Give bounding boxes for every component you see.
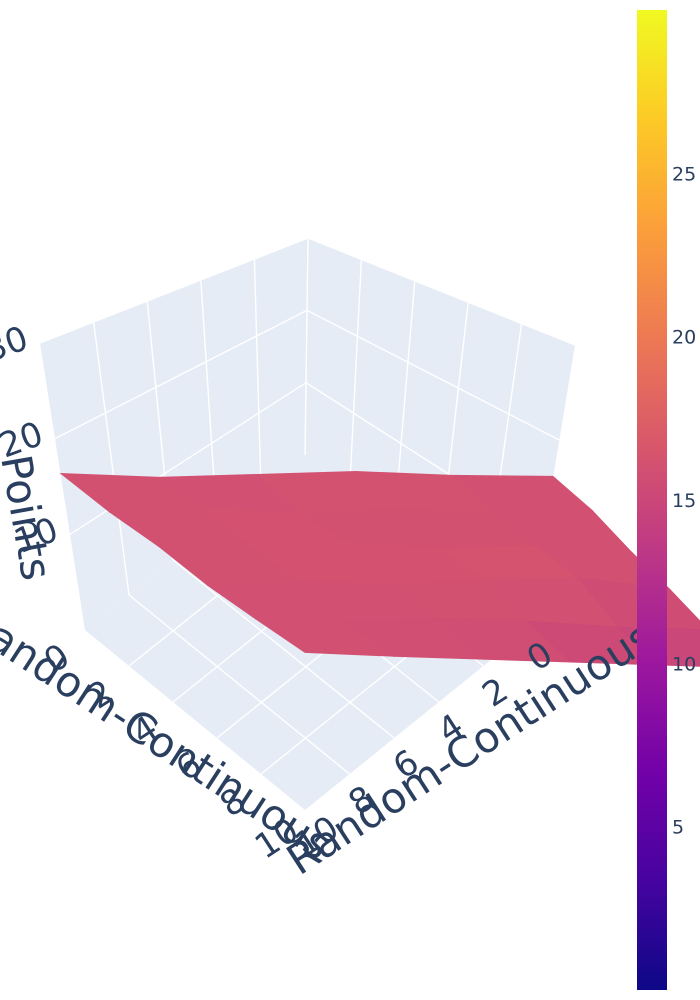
surface-plot bbox=[59, 471, 700, 667]
wall-gridline bbox=[253, 258, 262, 491]
left-wall bbox=[40, 238, 308, 630]
wall-gridline bbox=[307, 237, 576, 346]
wall-edge bbox=[304, 237, 309, 456]
colorbar-tick-label: 25 bbox=[672, 163, 696, 185]
wall-gridline bbox=[348, 259, 363, 491]
wall-gridline bbox=[54, 309, 308, 440]
colorbar-tick-label: 20 bbox=[672, 327, 696, 349]
colorbar-tick-label: 5 bbox=[672, 817, 684, 839]
wall-gridline bbox=[39, 237, 309, 344]
floor-gridline bbox=[172, 559, 395, 739]
wall-gridline bbox=[306, 309, 560, 441]
colorbar-gradient bbox=[637, 10, 667, 990]
z-tick-label: 30 bbox=[0, 318, 33, 370]
wall-gridline bbox=[92, 321, 130, 596]
colorbar: 5 10 15 20 25 bbox=[637, 10, 696, 990]
colorbar-tick-label: 10 bbox=[672, 653, 696, 675]
colorbar-tick-label: 15 bbox=[672, 490, 696, 512]
floor-gridline bbox=[128, 594, 351, 775]
